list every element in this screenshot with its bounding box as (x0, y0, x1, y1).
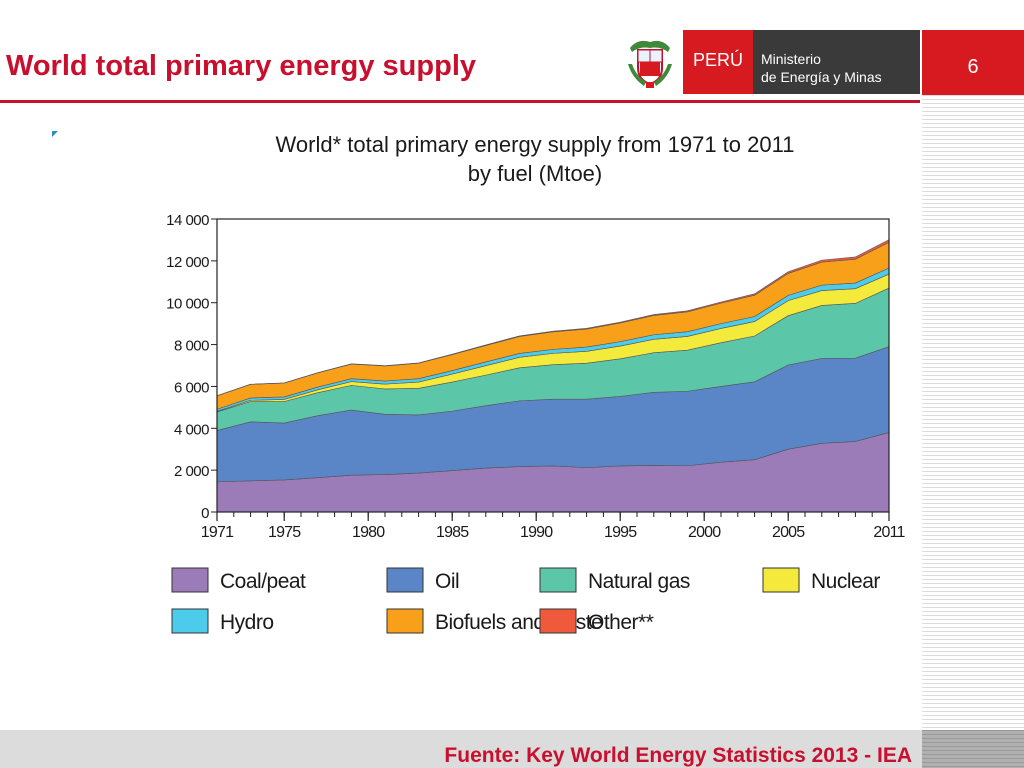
chart-title-line1: World* total primary energy supply from … (275, 132, 795, 157)
y-tick-label: 4 000 (174, 421, 209, 438)
y-tick-label: 2 000 (174, 463, 209, 480)
ministry-name-line2: de Energía y Minas (761, 69, 882, 85)
ministry-name-line1: Ministerio (761, 51, 821, 67)
legend-label-biofuels-and-waste: Biofuels and waste (435, 611, 602, 634)
slide-title: World total primary energy supply (6, 50, 477, 82)
x-tick-label: 1980 (352, 524, 385, 541)
legend-label-other: Other** (588, 611, 654, 634)
y-tick-label: 12 000 (166, 254, 209, 271)
page-number-box: 6 (922, 30, 1024, 95)
chart-title-line2: by fuel (Mtoe) (467, 161, 603, 186)
source-citation: Fuente: Key World Energy Statistics 2013… (444, 744, 912, 767)
legend-swatch-other (539, 608, 577, 634)
x-tick-label: 1985 (436, 524, 469, 541)
legend-swatch-biofuels-and-waste (386, 608, 424, 634)
footer-right-block (922, 730, 1024, 768)
legend-label-oil: Oil (435, 570, 459, 593)
footer-bar: Fuente: Key World Energy Statistics 2013… (0, 730, 922, 768)
x-tick-label: 2005 (772, 524, 805, 541)
y-tick-label: 8 000 (174, 338, 209, 355)
page-number: 6 (967, 56, 979, 78)
title-divider (0, 100, 920, 103)
ministry-badge: Ministerio de Energía y Minas (753, 30, 920, 94)
y-tick-label: 10 000 (166, 296, 209, 313)
x-tick-label: 1971 (201, 524, 234, 541)
x-tick-label: 1995 (604, 524, 637, 541)
x-tick-label: 2000 (688, 524, 721, 541)
legend-label-natural-gas: Natural gas (588, 570, 690, 593)
x-tick-label: 1990 (520, 524, 553, 541)
legend-label-nuclear: Nuclear (811, 570, 880, 593)
peru-badge: PERÚ (683, 30, 753, 94)
legend-label-coal-peat: Coal/peat (220, 570, 306, 593)
peru-coat-of-arms-icon (628, 40, 672, 88)
y-tick-label: 0 (201, 505, 209, 522)
legend-label-hydro: Hydro (220, 611, 274, 634)
decorative-side-strip (922, 95, 1024, 730)
peru-label: PERÚ (692, 50, 743, 70)
ministry-logo: PERÚ Ministerio de Energía y Minas (624, 30, 920, 94)
legend-swatch-coal-peat (171, 567, 209, 593)
y-tick-label: 14 000 (166, 212, 209, 229)
chart-title: World* total primary energy supply from … (180, 130, 890, 188)
legend-swatch-natural-gas (539, 567, 577, 593)
legend-swatch-hydro (171, 608, 209, 634)
legend-swatch-nuclear (762, 567, 800, 593)
legend-swatch-oil (386, 567, 424, 593)
x-tick-label: 2011 (873, 524, 905, 541)
bullet-marker-icon (52, 131, 58, 137)
y-tick-label: 6 000 (174, 379, 209, 396)
x-tick-label: 1975 (268, 524, 301, 541)
